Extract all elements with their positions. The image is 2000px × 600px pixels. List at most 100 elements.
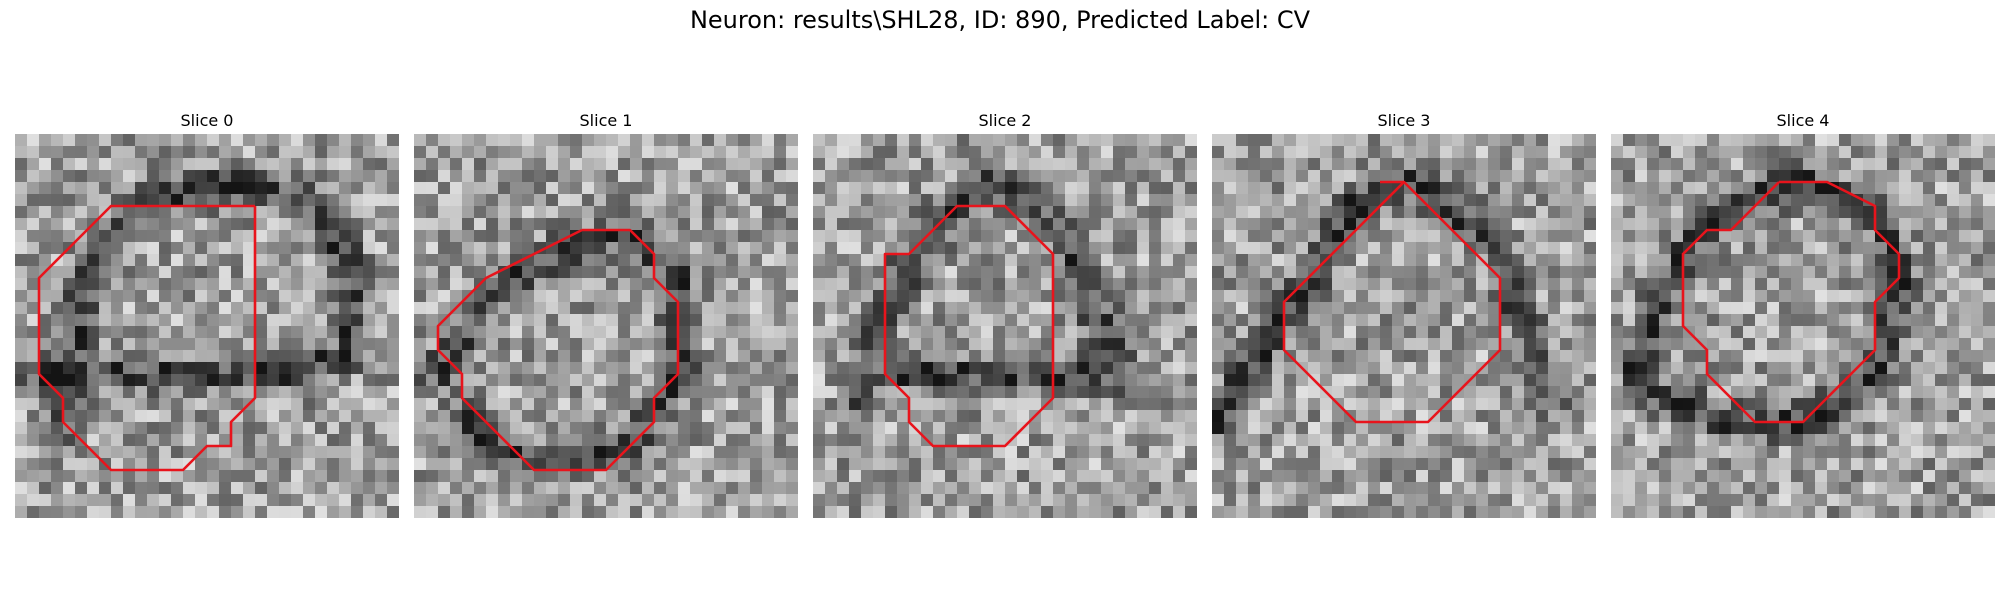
image-pixel	[183, 410, 196, 423]
image-pixel	[654, 350, 667, 363]
image-pixel	[1683, 254, 1696, 267]
image-pixel	[1971, 134, 1984, 147]
image-pixel	[474, 134, 487, 147]
image-pixel	[87, 434, 100, 447]
image-pixel	[1731, 338, 1744, 351]
image-pixel	[1284, 158, 1297, 171]
image-pixel	[171, 434, 184, 447]
image-pixel	[255, 230, 268, 243]
image-pixel	[1911, 266, 1924, 279]
image-pixel	[219, 146, 232, 159]
image-pixel	[1125, 218, 1138, 231]
image-pixel	[1875, 386, 1888, 399]
image-pixel	[1113, 278, 1126, 291]
image-pixel	[873, 470, 886, 483]
image-pixel	[750, 314, 763, 327]
image-pixel	[1671, 254, 1684, 267]
image-pixel	[522, 218, 535, 231]
image-pixel	[183, 470, 196, 483]
image-pixel	[738, 290, 751, 303]
image-pixel	[171, 326, 184, 339]
image-pixel	[1440, 134, 1453, 147]
image-pixel	[1113, 446, 1126, 459]
image-pixel	[1983, 350, 1995, 363]
image-pixel	[1380, 206, 1393, 219]
slice-title: Slice 3	[1377, 111, 1431, 130]
image-pixel	[375, 206, 388, 219]
image-pixel	[1464, 266, 1477, 279]
image-pixel	[1416, 278, 1429, 291]
image-pixel	[351, 506, 364, 518]
image-pixel	[339, 230, 352, 243]
image-pixel	[1149, 134, 1162, 147]
image-pixel	[1113, 410, 1126, 423]
image-pixel	[1851, 434, 1864, 447]
image-pixel	[1875, 158, 1888, 171]
image-pixel	[303, 446, 316, 459]
image-pixel	[642, 290, 655, 303]
image-pixel	[1959, 302, 1972, 315]
image-pixel	[1935, 230, 1948, 243]
image-pixel	[75, 338, 88, 351]
image-pixel	[546, 410, 559, 423]
image-pixel	[933, 302, 946, 315]
image-pixel	[738, 506, 751, 518]
image-pixel	[351, 398, 364, 411]
image-pixel	[981, 170, 994, 183]
image-pixel	[1272, 194, 1285, 207]
image-pixel	[1659, 350, 1672, 363]
image-pixel	[414, 374, 427, 387]
image-pixel	[594, 338, 607, 351]
image-pixel	[15, 362, 28, 375]
image-pixel	[267, 134, 280, 147]
image-pixel	[1524, 398, 1537, 411]
image-pixel	[1755, 338, 1768, 351]
image-pixel	[786, 158, 798, 171]
image-pixel	[219, 230, 232, 243]
image-pixel	[1572, 314, 1585, 327]
image-pixel	[1560, 506, 1573, 518]
image-pixel	[1791, 326, 1804, 339]
image-pixel	[1695, 350, 1708, 363]
image-pixel	[849, 194, 862, 207]
image-pixel	[123, 290, 136, 303]
image-pixel	[558, 398, 571, 411]
image-pixel	[1332, 194, 1345, 207]
image-pixel	[909, 362, 922, 375]
image-pixel	[1935, 386, 1948, 399]
image-pixel	[1572, 434, 1585, 447]
image-pixel	[123, 146, 136, 159]
image-pixel	[786, 398, 798, 411]
image-pixel	[279, 242, 292, 255]
image-pixel	[1572, 386, 1585, 399]
image-pixel	[582, 446, 595, 459]
image-pixel	[450, 146, 463, 159]
image-pixel	[714, 458, 727, 471]
image-pixel	[1923, 266, 1936, 279]
image-pixel	[207, 422, 220, 435]
image-pixel	[1683, 374, 1696, 387]
image-pixel	[1125, 206, 1138, 219]
image-pixel	[1611, 374, 1624, 387]
image-pixel	[1971, 218, 1984, 231]
image-pixel	[1041, 434, 1054, 447]
image-pixel	[171, 146, 184, 159]
image-pixel	[1476, 410, 1489, 423]
image-pixel	[1851, 194, 1864, 207]
image-pixel	[1260, 134, 1273, 147]
image-pixel	[1017, 314, 1030, 327]
image-pixel	[1791, 350, 1804, 363]
image-pixel	[1827, 254, 1840, 267]
image-pixel	[1488, 398, 1501, 411]
image-pixel	[618, 470, 631, 483]
image-pixel	[1248, 218, 1261, 231]
image-pixel	[207, 206, 220, 219]
image-pixel	[1356, 338, 1369, 351]
image-pixel	[1224, 242, 1237, 255]
image-pixel	[1695, 326, 1708, 339]
image-pixel	[750, 458, 763, 471]
image-pixel	[654, 446, 667, 459]
image-pixel	[87, 326, 100, 339]
image-pixel	[1635, 170, 1648, 183]
image-pixel	[1101, 230, 1114, 243]
